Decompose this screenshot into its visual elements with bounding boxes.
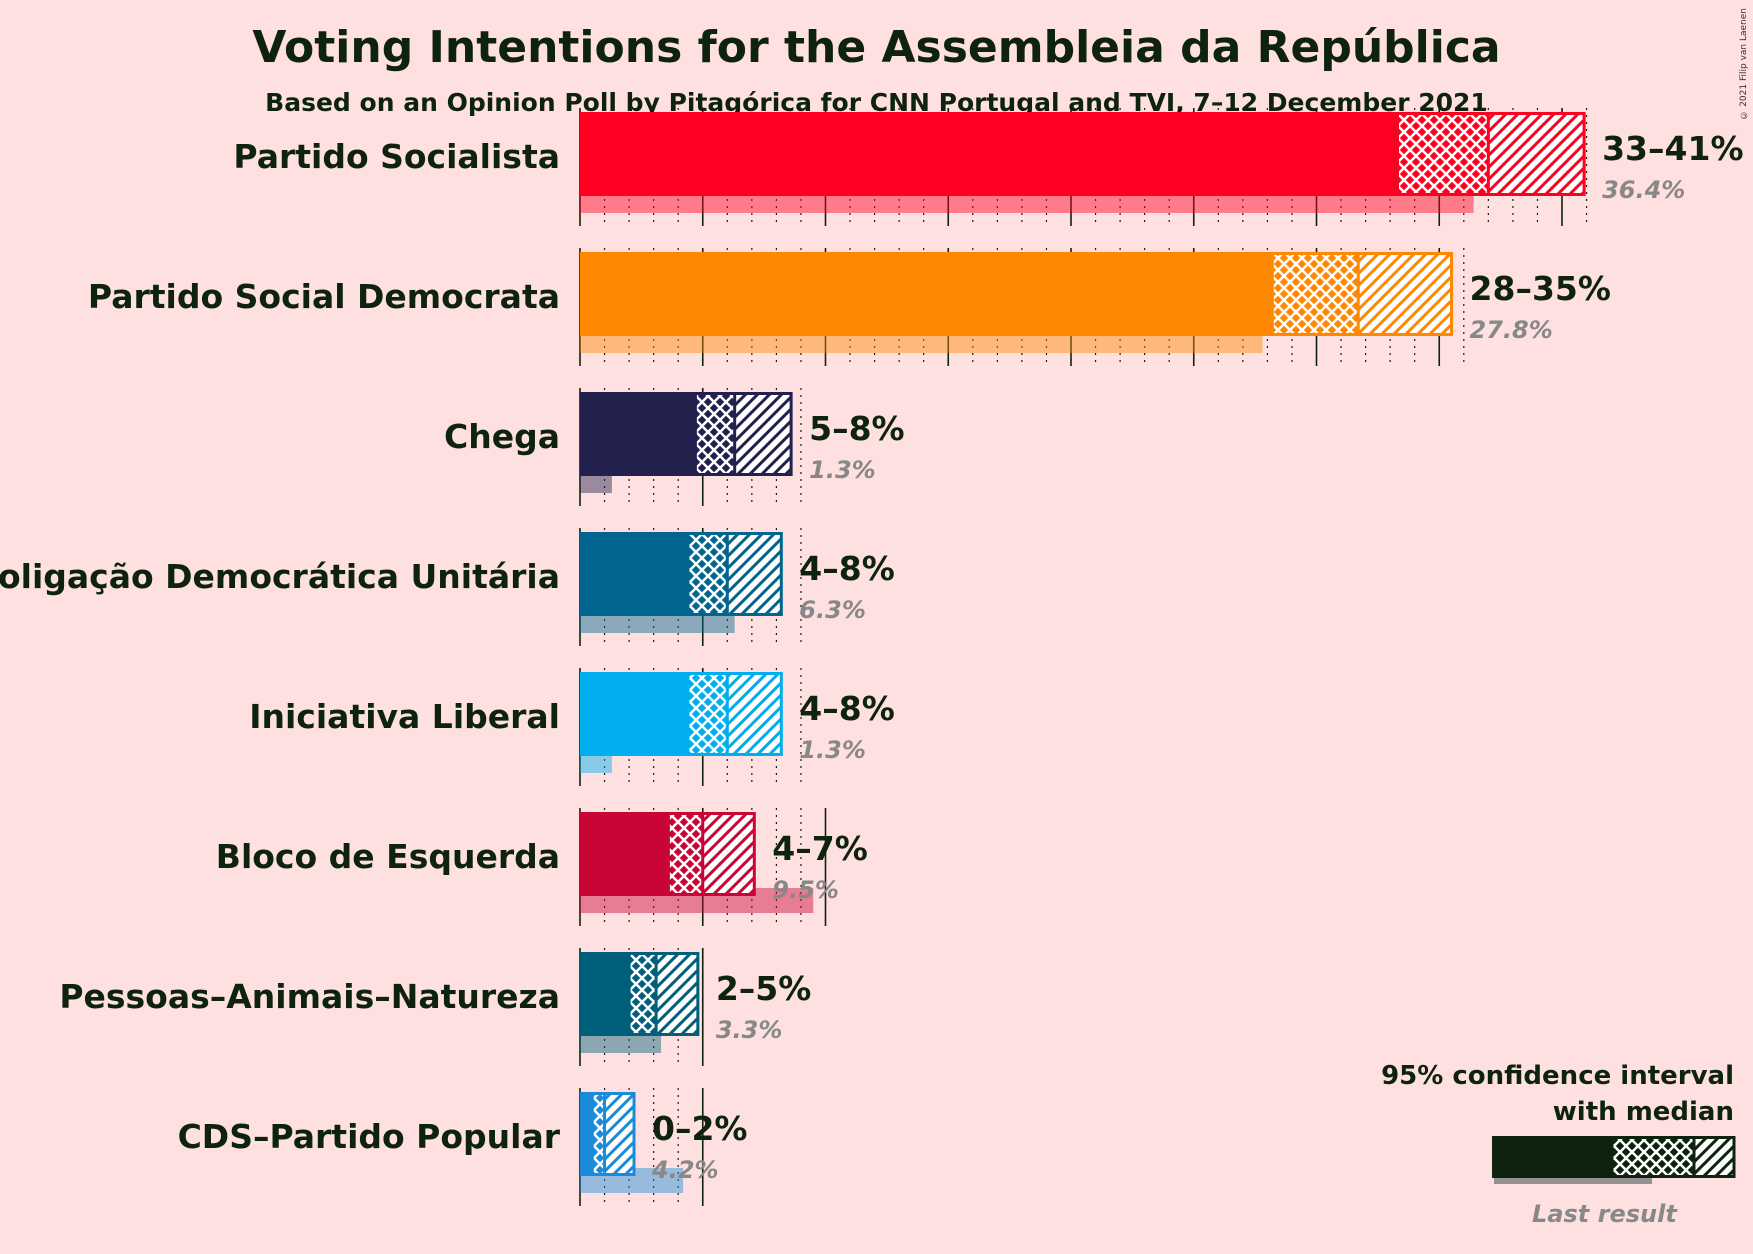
range-label: 33–41% xyxy=(1602,129,1743,168)
bar-ci-upper xyxy=(734,392,792,476)
last-result-label: 36.4% xyxy=(1602,176,1685,204)
legend-graphic xyxy=(1492,1136,1736,1184)
range-label: 4–8% xyxy=(799,549,895,588)
party-label: Bloco de Esquerda xyxy=(216,837,560,876)
party-label: Partido Social Democrata xyxy=(88,277,560,316)
bars-layer: Partido Socialista 33–41% 36.4% Partido Soc… xyxy=(0,112,1744,1193)
bar-ci-outline xyxy=(693,392,793,476)
legend-ci-outline xyxy=(1610,1136,1736,1178)
bar-ci-lower xyxy=(688,672,728,756)
range-label: 4–8% xyxy=(799,689,895,728)
range-label: 4–7% xyxy=(772,829,868,868)
legend-solid xyxy=(1492,1136,1612,1178)
chart-title: Voting Intentions for the Assembleia da … xyxy=(252,22,1501,73)
bar-ci-lower xyxy=(695,392,735,476)
bar-ci-outline xyxy=(686,672,783,756)
last-result-label: 6.3% xyxy=(799,596,866,624)
bar-ci-upper xyxy=(727,532,782,616)
bar-ci-outline xyxy=(666,812,756,896)
bar-ci-upper xyxy=(656,952,698,1036)
bar-ci-outline xyxy=(686,532,783,616)
bar-ci-outline xyxy=(627,952,700,1036)
legend-line-1: 95% confidence interval xyxy=(1381,1061,1734,1091)
bar-ci-upper xyxy=(1358,252,1452,336)
range-label: 0–2% xyxy=(652,1109,748,1148)
bar-ci-upper xyxy=(604,1092,635,1176)
bar-ci-lower xyxy=(1272,252,1359,336)
bar-ci-upper xyxy=(1488,112,1585,196)
bar-solid xyxy=(580,252,1273,336)
bar-ci-lower xyxy=(688,532,728,616)
bar-ci-outline xyxy=(590,1092,636,1176)
legend-ci-upper xyxy=(1694,1136,1734,1178)
bar-ci-upper xyxy=(702,812,755,896)
range-label: 5–8% xyxy=(809,409,905,448)
bar-solid xyxy=(580,812,669,896)
party-label: Partido Socialista xyxy=(233,137,560,176)
party-label: CDS–Partido Popular xyxy=(178,1117,561,1156)
bar-ci-outline xyxy=(1396,112,1586,196)
bar-ci-lower xyxy=(592,1092,605,1176)
range-label: 28–35% xyxy=(1470,269,1611,308)
bar-ci-outline xyxy=(1270,252,1454,336)
party-label: Coligação Democrática Unitária xyxy=(0,557,560,596)
bar-ci-lower xyxy=(1397,112,1489,196)
bar-solid xyxy=(580,392,696,476)
party-label: Pessoas–Animais–Natureza xyxy=(59,977,560,1016)
bar-solid xyxy=(580,672,689,756)
bar-ci-upper xyxy=(727,672,782,756)
bar-solid xyxy=(580,952,630,1036)
legend-line-2: with median xyxy=(1552,1097,1734,1127)
bar-ci-lower xyxy=(668,812,703,896)
legend-ci-lower xyxy=(1612,1136,1694,1178)
bar-solid xyxy=(580,532,689,616)
range-label: 2–5% xyxy=(716,969,812,1008)
bar-ci-lower xyxy=(629,952,657,1036)
party-label: Chega xyxy=(444,417,560,456)
legend-title: 95% confidence interval with median xyxy=(1381,1058,1734,1130)
last-result-label: 9.5% xyxy=(772,876,839,904)
party-label: Iniciativa Liberal xyxy=(249,697,560,736)
last-result-label: 1.3% xyxy=(809,456,876,484)
last-result-label: 3.3% xyxy=(716,1016,783,1044)
bar-solid xyxy=(580,112,1398,196)
last-result-label: 1.3% xyxy=(799,736,866,764)
bar-solid xyxy=(580,1092,593,1176)
last-result-label: 27.8% xyxy=(1470,316,1553,344)
legend-last-result-label: Last result xyxy=(1532,1200,1677,1228)
last-result-label: 4.2% xyxy=(651,1156,719,1184)
